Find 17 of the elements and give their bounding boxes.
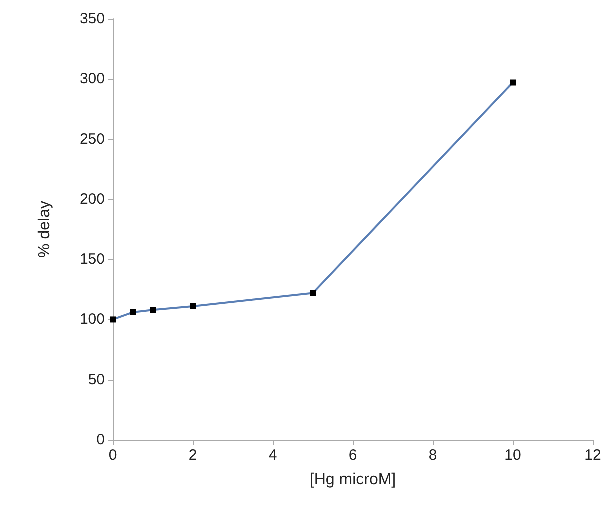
y-tick-label: 100 — [80, 311, 105, 328]
y-tick-label: 250 — [80, 130, 105, 148]
x-axis-title: [Hg microM] — [310, 472, 396, 488]
x-tick-label: 10 — [504, 447, 522, 464]
y-tick-label: 0 — [96, 432, 105, 448]
y-tick-label: 150 — [80, 251, 105, 268]
y-tick-label: 300 — [80, 70, 105, 88]
y-tick-label: 50 — [88, 371, 105, 388]
y-tick-label: 200 — [80, 190, 105, 208]
x-tick-label: 0 — [108, 447, 118, 464]
x-tick-label: 6 — [348, 447, 358, 464]
y-tick-label: 350 — [80, 10, 105, 28]
x-tick-label: 2 — [188, 447, 198, 464]
y-axis-title: % delay — [36, 201, 54, 258]
x-tick-label: 12 — [584, 447, 602, 464]
x-tick-label: 4 — [268, 447, 278, 464]
x-tick-label: 8 — [428, 447, 438, 464]
